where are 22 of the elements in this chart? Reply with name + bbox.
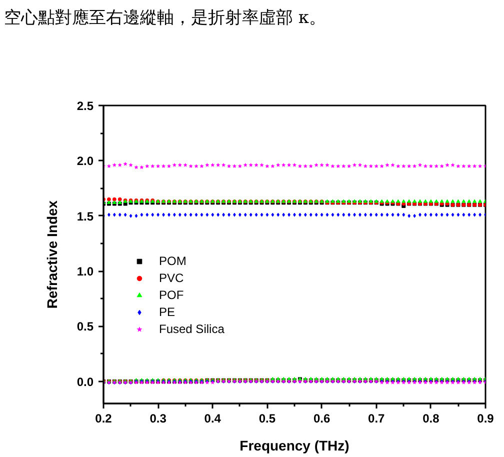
x-tick-label: 0.2 xyxy=(95,412,112,426)
x-tick-label: 0.9 xyxy=(477,412,494,426)
legend-label: POF xyxy=(159,287,184,303)
y-tick-label: 0.5 xyxy=(76,320,94,334)
x-tick-label: 0.3 xyxy=(150,412,167,426)
y-tick-label: 1.5 xyxy=(76,209,94,224)
x-axis-title: Frequency (THz) xyxy=(240,438,350,454)
legend-label: PVC xyxy=(159,270,184,286)
y-axis-title: Refractive Index xyxy=(44,200,60,309)
legend-label: Fused Silica xyxy=(159,321,224,337)
legend-label: POM xyxy=(159,253,186,269)
y-tick-label: 0.0 xyxy=(76,374,94,389)
legend-label: PE xyxy=(159,304,176,320)
y-tick-label: 2.0 xyxy=(76,154,94,168)
x-tick-label: 0.7 xyxy=(368,412,386,426)
text: 空心點對應至右邊縱軸，是折射率虛部 κ。 xyxy=(4,7,326,30)
x-tick-label: 0.5 xyxy=(258,412,276,426)
x-tick-label: 0.8 xyxy=(422,412,440,426)
x-tick-label: 0.4 xyxy=(204,412,222,426)
y-tick-label: 2.5 xyxy=(76,99,94,113)
y-tick-label: 1.0 xyxy=(76,264,94,279)
x-tick-label: 0.6 xyxy=(313,412,330,426)
